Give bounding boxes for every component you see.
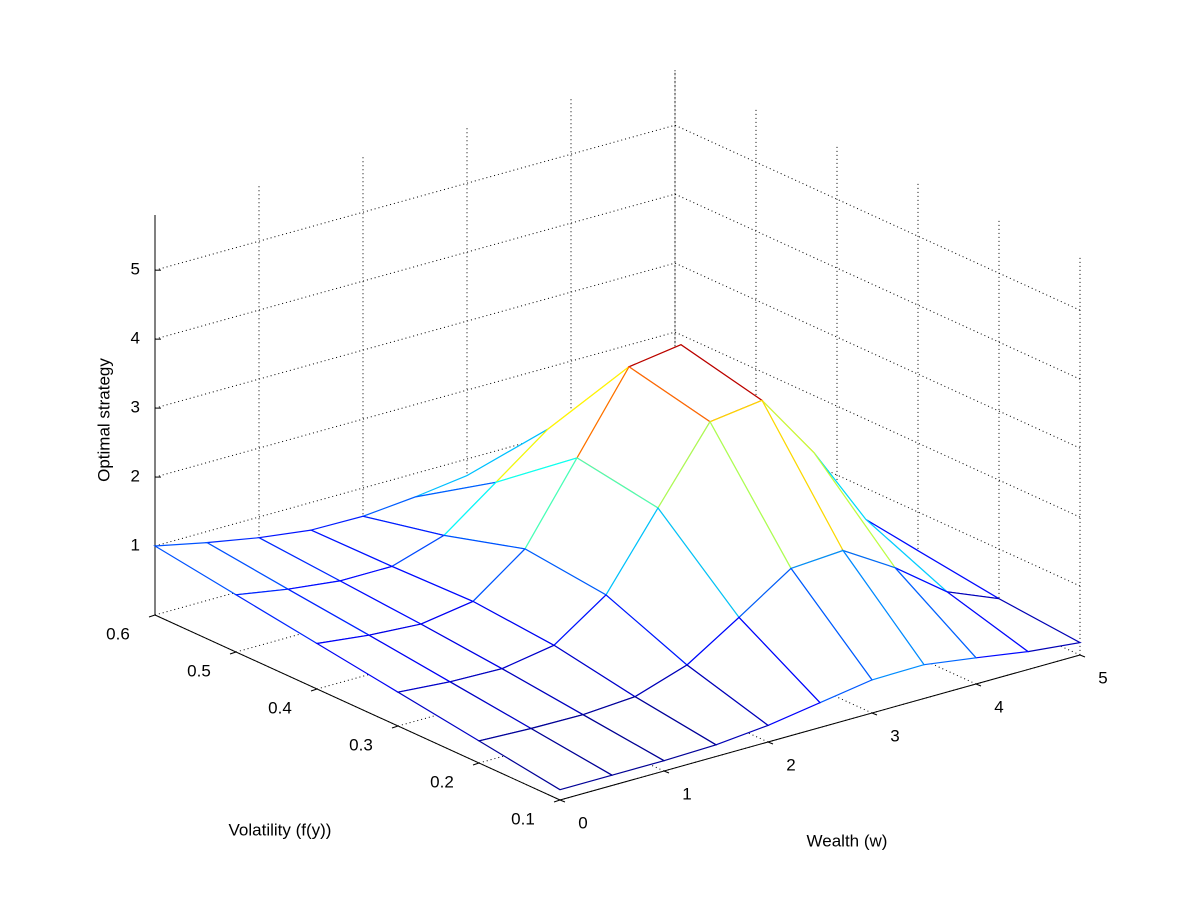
x-tick-label: 0	[578, 813, 587, 832]
y-tick-label: 0.6	[106, 624, 130, 643]
y-tick-label: 0.4	[268, 698, 292, 717]
x-tick-label: 3	[890, 726, 899, 745]
y-axis	[154, 614, 561, 801]
x-tick-label: 5	[1098, 668, 1107, 687]
y-tick	[148, 614, 156, 618]
x-tick	[975, 683, 982, 687]
x-tick	[767, 741, 774, 745]
x-axis	[559, 654, 1081, 801]
z-axis-label: Optimal strategy	[94, 358, 113, 482]
x-tick	[663, 770, 670, 774]
x-tick-label: 1	[682, 784, 691, 803]
grid-line	[154, 331, 1081, 518]
y-tick-label: 0.5	[187, 661, 211, 680]
z-tick-label: 1	[131, 536, 140, 555]
z-tick-label: 2	[131, 467, 140, 486]
y-axis-label: Volatility (f(y))	[229, 820, 332, 839]
y-tick	[310, 688, 318, 692]
surface-patch	[477, 727, 614, 791]
y-tick-label: 0.2	[430, 772, 454, 791]
y-tick	[472, 762, 480, 766]
grid-line	[154, 124, 1081, 311]
x-tick-label: 4	[994, 697, 1003, 716]
x-axis-label: Wealth (w)	[807, 831, 888, 850]
z-tick-label: 3	[131, 398, 140, 417]
x-tick	[871, 712, 878, 716]
y-tick-label: 0.1	[511, 809, 535, 828]
z-tick-label: 4	[131, 329, 140, 348]
y-tick	[229, 651, 237, 655]
grid-line	[154, 262, 1081, 449]
y-tick	[391, 725, 399, 729]
x-tick	[559, 799, 566, 803]
grid-line	[154, 193, 1081, 380]
y-tick	[553, 799, 561, 803]
z-tick-label: 5	[131, 260, 140, 279]
grid-line	[154, 400, 1081, 587]
x-tick-label: 2	[786, 755, 795, 774]
x-tick	[1079, 654, 1086, 658]
y-tick-label: 0.3	[349, 735, 373, 754]
